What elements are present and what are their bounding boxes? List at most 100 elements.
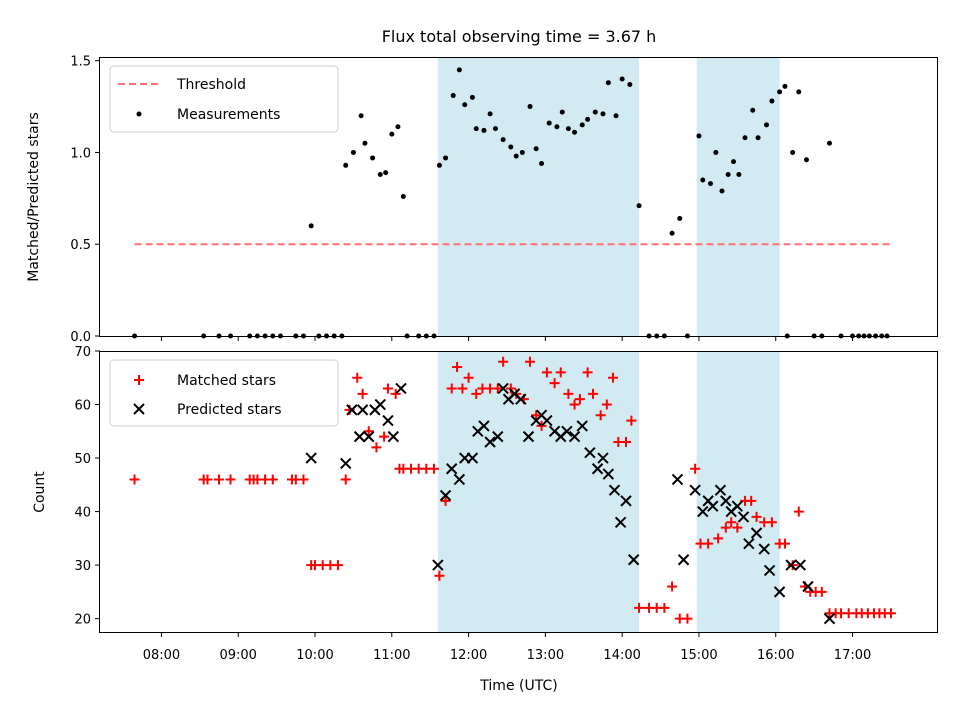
predicted-star-point bbox=[785, 559, 797, 571]
matched-star-point bbox=[732, 522, 743, 533]
predicted-star-point bbox=[478, 420, 490, 432]
measurement-point bbox=[487, 111, 493, 117]
matched-star-point bbox=[626, 415, 637, 426]
matched-star-point bbox=[471, 388, 482, 399]
matched-star-point bbox=[582, 367, 593, 378]
observing-window-span bbox=[696, 351, 780, 632]
predicted-star-point bbox=[823, 612, 836, 625]
measurement-point bbox=[636, 203, 642, 209]
matched-star-point bbox=[816, 586, 827, 597]
measurement-point bbox=[343, 162, 349, 168]
measurement-point bbox=[492, 126, 498, 132]
matched-star-point bbox=[549, 378, 560, 389]
x-tick-label: 17:00 bbox=[834, 648, 871, 663]
measurement-point bbox=[519, 149, 525, 155]
observing-window-span bbox=[696, 57, 780, 336]
measurement-point bbox=[826, 140, 832, 146]
predicted-star-point bbox=[750, 527, 763, 539]
predicted-star-point bbox=[382, 414, 394, 427]
measurement-point bbox=[592, 109, 598, 115]
matched-star-point bbox=[779, 538, 790, 549]
bottom-y-tick-label: 70 bbox=[74, 345, 91, 360]
predicted-star-point bbox=[773, 586, 786, 598]
measurement-point bbox=[764, 122, 770, 128]
matched-star-point bbox=[569, 399, 580, 410]
observing-window-span bbox=[437, 57, 640, 336]
matched-star-point bbox=[379, 431, 390, 442]
legend-measurements-label: Measurements bbox=[177, 107, 280, 123]
matched-star-point bbox=[595, 410, 606, 421]
predicted-star-point bbox=[305, 452, 317, 464]
matched-star-point bbox=[621, 436, 632, 447]
matched-star-point bbox=[429, 463, 440, 474]
measurement-point bbox=[790, 149, 796, 155]
bottom-y-tick-label: 30 bbox=[74, 559, 91, 574]
matched-star-point bbox=[574, 394, 585, 405]
measurement-point bbox=[383, 170, 389, 176]
predicted-star-point bbox=[671, 473, 684, 486]
measurement-point bbox=[769, 98, 775, 104]
predicted-star-point bbox=[432, 559, 444, 571]
x-axis-label: Time (UTC) bbox=[479, 678, 557, 694]
predicted-star-point bbox=[794, 559, 807, 571]
measurement-point bbox=[554, 124, 560, 130]
measurement-point bbox=[456, 67, 462, 73]
measurement-point bbox=[600, 111, 606, 117]
bottom-y-axis-label: Count bbox=[32, 471, 48, 513]
measurement-point bbox=[742, 135, 748, 141]
matched-star-point bbox=[793, 506, 804, 517]
matched-star-point bbox=[505, 383, 516, 394]
matched-star-point bbox=[563, 388, 574, 399]
measurement-point bbox=[481, 127, 487, 133]
predicted-star-point bbox=[737, 511, 750, 523]
predicted-star-point bbox=[802, 580, 814, 593]
measurement-point bbox=[358, 113, 364, 119]
bottom-y-tick-label: 60 bbox=[74, 399, 91, 414]
measurement-point bbox=[777, 89, 783, 95]
predicted-star-point bbox=[627, 554, 640, 566]
top-shaded-spans bbox=[437, 57, 780, 336]
measurement-point bbox=[436, 162, 442, 168]
measurement-point bbox=[362, 140, 368, 146]
matched-star-point bbox=[298, 474, 309, 485]
predicted-star-point bbox=[689, 484, 701, 496]
measurement-point bbox=[527, 104, 533, 110]
legend-predicted-swatch bbox=[133, 403, 145, 415]
measurement-point bbox=[500, 137, 506, 143]
predicted-star-point bbox=[608, 484, 621, 496]
measurement-point bbox=[450, 93, 456, 99]
bottom-y-tick-label: 40 bbox=[74, 506, 91, 521]
predicted-star-point bbox=[374, 398, 386, 411]
matched-star-point bbox=[787, 560, 798, 571]
bottom-legend-box bbox=[109, 359, 339, 427]
top-legend-box bbox=[109, 65, 339, 133]
predicted-star-point bbox=[522, 430, 535, 443]
predicted-star-point bbox=[568, 430, 581, 443]
predicted-star-point bbox=[602, 468, 615, 480]
matched-star-point bbox=[452, 362, 463, 373]
top-y-tick-label: 0.5 bbox=[70, 238, 91, 253]
matched-star-point bbox=[720, 522, 731, 533]
matched-star-point bbox=[531, 410, 542, 421]
measurement-point bbox=[579, 122, 585, 128]
x-tick-label: 11:00 bbox=[373, 648, 410, 663]
measurement-point bbox=[308, 223, 314, 229]
matched-star-point bbox=[713, 533, 724, 544]
predicted-star-point bbox=[714, 484, 727, 496]
top-plot-frame bbox=[99, 57, 938, 337]
matched-star-point bbox=[634, 602, 645, 613]
predicted-star-point bbox=[758, 543, 770, 555]
legend-threshold-label: Threshold bbox=[176, 77, 246, 93]
x-tick-label: 10:00 bbox=[296, 648, 333, 663]
matched-star-point bbox=[352, 372, 363, 383]
matched-star-point bbox=[659, 602, 670, 613]
measurement-point bbox=[696, 133, 702, 139]
matched-star-point bbox=[390, 388, 401, 399]
observing-window-span bbox=[437, 351, 640, 632]
measurement-point bbox=[627, 82, 633, 88]
measurement-point bbox=[533, 146, 539, 152]
predicted-star-point bbox=[492, 430, 504, 443]
top-ticks: 0.0 0.5 1.0 1.5 bbox=[70, 55, 854, 345]
measurement-point bbox=[669, 230, 675, 236]
